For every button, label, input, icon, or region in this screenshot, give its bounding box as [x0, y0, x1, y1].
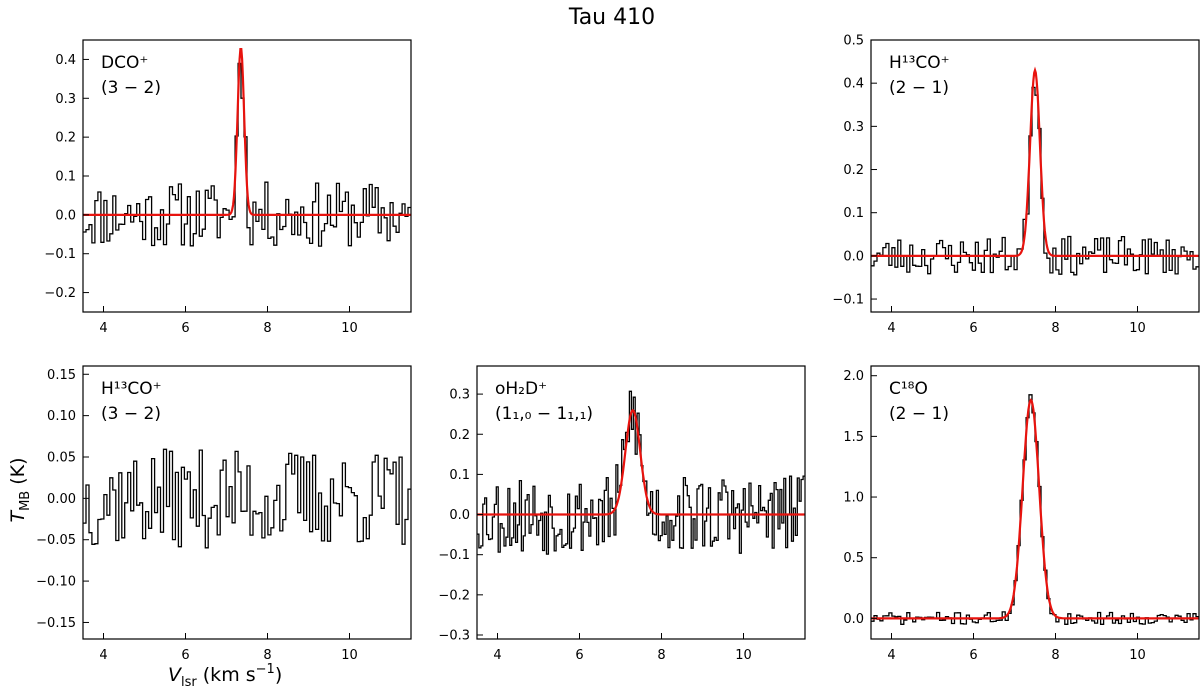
x-axis-title: Vlsr (km s−1)	[168, 662, 282, 690]
y-tick-label: −0.3	[438, 628, 470, 643]
gaussian-fit-line	[871, 66, 1199, 257]
molecule-label: H¹³CO⁺	[889, 53, 950, 73]
svg-text:Vlsr (km s−1): Vlsr (km s−1)	[168, 662, 282, 688]
y-tick-label: 0.05	[47, 451, 76, 466]
y-tick-label: 0.3	[55, 92, 76, 107]
y-tick-label: 2.0	[843, 369, 864, 384]
x-tick-label: 10	[341, 648, 358, 663]
x-tick-label: 8	[263, 321, 271, 336]
y-tick-label: −0.1	[44, 247, 76, 262]
y-tick-label: 0.0	[449, 508, 470, 523]
y-tick-label: 0.2	[449, 428, 470, 443]
y-tick-label: 1.5	[843, 430, 864, 445]
x-tick-label: 6	[575, 648, 583, 663]
panel-c18o: 4 6 8 10 0.0 0.5 1.0 1.5 2.0 C¹⁸O (2 − 1)	[843, 365, 1200, 663]
panel-dcop: 4 6 8 10 −0.2 −0.1 0.0 0.1 0.2 0.3 0.4 DCO⁺ (3 − 2)	[44, 39, 412, 336]
y-tick-label: −0.05	[36, 533, 76, 548]
x-tick-label: 10	[735, 648, 752, 663]
x-tick-label: 4	[493, 648, 501, 663]
x-tick-label: 6	[181, 321, 189, 336]
x-tick-label: 6	[181, 648, 189, 663]
x-tick-label: 4	[887, 321, 895, 336]
x-tick-label: 6	[969, 648, 977, 663]
x-tick-label: 10	[1129, 321, 1146, 336]
y-tick-label: 1.0	[843, 491, 864, 506]
plot-frame	[870, 39, 1200, 313]
x-tick-label: 4	[887, 648, 895, 663]
y-tick-label: 0.0	[843, 612, 864, 627]
molecule-label: oH₂D⁺	[495, 379, 547, 399]
y-tick-label: 0.15	[47, 368, 76, 383]
y-tick-label: 0.1	[55, 170, 76, 185]
y-tick-label: 0.5	[843, 551, 864, 566]
observed-spectrum	[83, 448, 411, 549]
x-tick-label: 6	[969, 321, 977, 336]
x-tick-label: 8	[263, 648, 271, 663]
y-tick-label: −0.2	[44, 286, 76, 301]
y-tick-label: 0.10	[47, 409, 76, 424]
plot-frame	[82, 365, 412, 640]
transition-label: (1₁,₀ − 1₁,₁)	[495, 404, 593, 424]
x-tick-label: 4	[99, 648, 107, 663]
x-tick-label: 8	[1051, 321, 1059, 336]
transition-label: (2 − 1)	[889, 404, 949, 424]
y-tick-label: 0.1	[449, 468, 470, 483]
panel-h13cop-2-1: 4 6 8 10 −0.1 0.0 0.1 0.2 0.3 0.4 0.5 H¹³CO⁺ (2 − 1)	[832, 34, 1200, 336]
y-tick-label: 0.0	[843, 249, 864, 264]
x-tick-label: 10	[1129, 648, 1146, 663]
gaussian-fit-line	[83, 48, 411, 216]
y-axis-title: TMB (K)	[7, 457, 33, 522]
plot-frame	[870, 365, 1200, 640]
observed-spectrum	[871, 86, 1199, 276]
y-tick-label: −0.1	[832, 293, 864, 308]
x-tick-label: 8	[657, 648, 665, 663]
y-tick-label: 0.2	[843, 163, 864, 178]
x-tick-label: 8	[1051, 648, 1059, 663]
gaussian-fit-line	[477, 408, 805, 516]
figure-title: Tau 410	[568, 5, 655, 30]
y-tick-label: 0.0	[55, 208, 76, 223]
molecule-label: C¹⁸O	[889, 379, 928, 399]
molecule-label: DCO⁺	[101, 53, 148, 73]
panel-h13cop-3-2: 4 6 8 10 −0.15 −0.10 −0.05 0.00 0.05 0.10 0.15 H¹³C…	[36, 365, 412, 663]
gaussian-fit-line	[871, 398, 1199, 620]
y-tick-label: 0.4	[843, 77, 864, 92]
y-tick-label: −0.1	[438, 548, 470, 563]
y-tick-label: 0.00	[47, 492, 76, 507]
y-tick-label: 0.2	[55, 131, 76, 146]
y-tick-label: −0.2	[438, 588, 470, 603]
plot-frame	[476, 365, 806, 640]
y-tick-label: 0.3	[449, 388, 470, 403]
panel-oh2dp: 4 6 8 10 −0.3 −0.2 −0.1 0.0 0.1 0.2 0.3 oH₂D⁺ (1₁,₀ …	[438, 365, 806, 663]
y-tick-label: −0.15	[36, 616, 76, 631]
transition-label: (3 − 2)	[101, 78, 161, 98]
y-tick-label: 0.3	[843, 120, 864, 135]
y-tick-label: 0.1	[843, 206, 864, 221]
x-tick-label: 10	[341, 321, 358, 336]
molecule-label: H¹³CO⁺	[101, 379, 162, 399]
transition-label: (2 − 1)	[889, 78, 949, 98]
y-tick-label: 0.5	[843, 34, 864, 49]
x-tick-label: 4	[99, 321, 107, 336]
transition-label: (3 − 2)	[101, 404, 161, 424]
y-tick-label: −0.10	[36, 575, 76, 590]
svg-text:TMB (K): TMB (K)	[7, 457, 33, 522]
y-tick-label: 0.4	[55, 53, 76, 68]
